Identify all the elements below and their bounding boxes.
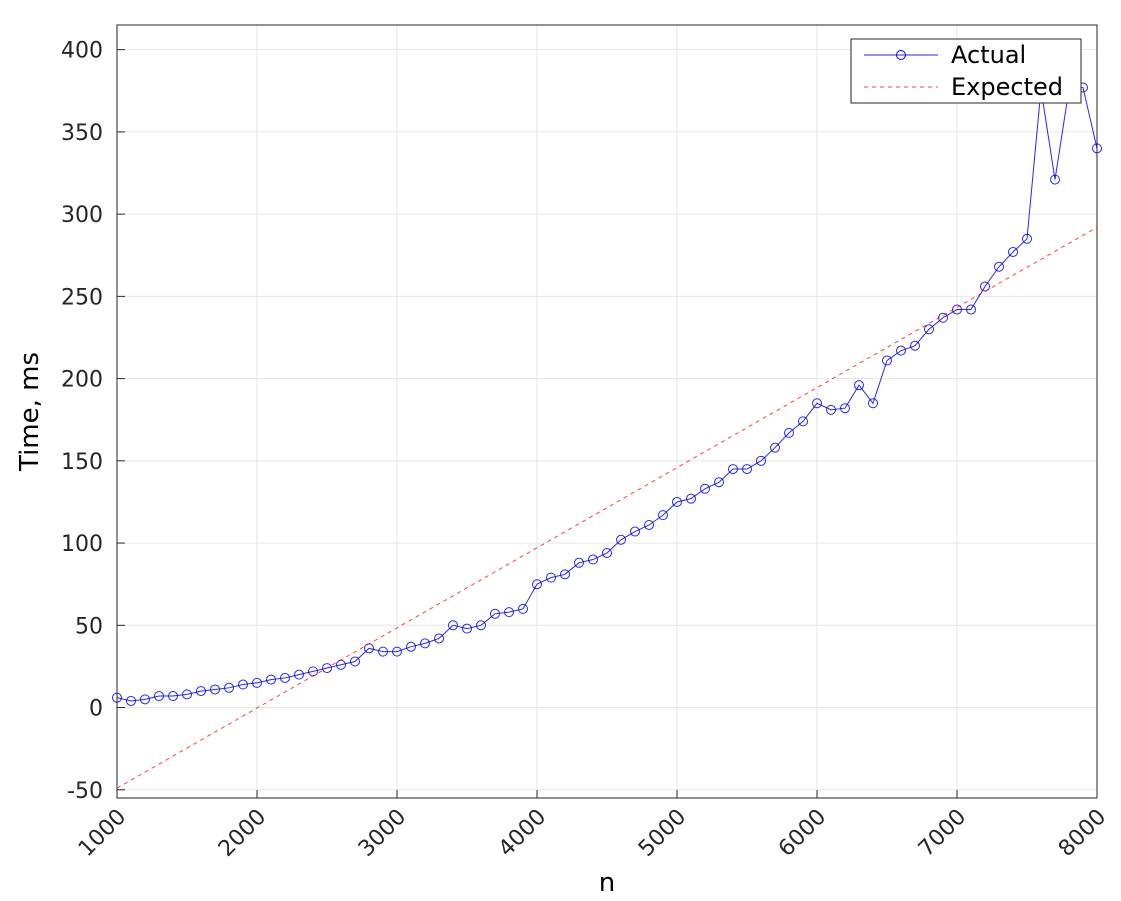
data-point-actual xyxy=(168,691,178,702)
data-point-actual xyxy=(994,261,1004,272)
data-point-actual xyxy=(616,534,626,545)
y-tick-label: 50 xyxy=(75,614,103,639)
data-point-actual xyxy=(546,572,556,583)
y-tick-label: 400 xyxy=(61,39,103,64)
data-point-actual xyxy=(196,686,206,697)
data-point-actual xyxy=(322,663,332,674)
data-point-actual xyxy=(238,679,248,690)
data-point-actual xyxy=(868,398,878,409)
data-point-actual xyxy=(756,455,766,466)
y-axis-title: Time, ms xyxy=(15,352,45,472)
data-point-actual xyxy=(532,579,542,590)
data-point-actual xyxy=(714,477,724,488)
y-tick-label: 250 xyxy=(61,285,103,310)
data-point-actual xyxy=(574,557,584,568)
legend-label-expected: Expected xyxy=(951,73,1063,101)
data-point-actual xyxy=(490,608,500,619)
legend-label-actual: Actual xyxy=(951,41,1026,69)
data-point-actual xyxy=(896,345,906,356)
y-tick-label: -50 xyxy=(67,779,103,804)
data-point-actual xyxy=(266,674,276,685)
y-tick-label: 350 xyxy=(61,121,103,146)
data-point-actual xyxy=(448,620,458,631)
x-axis-title: n xyxy=(599,868,615,898)
data-point-actual xyxy=(588,554,598,565)
data-point-actual xyxy=(826,404,836,415)
data-point-actual xyxy=(742,464,752,475)
y-tick-label: 0 xyxy=(89,697,103,722)
y-tick-label: 200 xyxy=(61,368,103,393)
y-tick-label: 100 xyxy=(61,532,103,557)
data-point-actual xyxy=(210,684,220,695)
y-tick-label: 150 xyxy=(61,450,103,475)
data-point-actual xyxy=(378,646,388,657)
data-point-actual xyxy=(910,340,920,351)
data-point-actual xyxy=(1092,143,1102,154)
data-point-actual xyxy=(140,694,150,705)
data-point-actual xyxy=(420,638,430,649)
data-point-actual xyxy=(770,442,780,453)
data-point-actual xyxy=(1022,233,1032,244)
legend-marker-actual xyxy=(896,50,906,60)
data-point-actual xyxy=(728,464,738,475)
data-point-actual xyxy=(434,633,444,644)
data-point-actual xyxy=(182,689,192,700)
plot-area-frame xyxy=(116,24,1098,799)
data-point-actual xyxy=(112,692,122,703)
data-point-actual xyxy=(882,355,892,366)
data-point-actual xyxy=(602,547,612,558)
data-point-actual xyxy=(462,623,472,634)
grid xyxy=(116,25,1098,798)
legend-box xyxy=(850,38,1082,104)
data-point-actual xyxy=(126,695,136,706)
data-point-actual xyxy=(840,403,850,414)
data-point-actual xyxy=(224,682,234,693)
data-point-actual xyxy=(476,620,486,631)
data-point-actual xyxy=(672,496,682,507)
data-point-actual xyxy=(812,398,822,409)
data-point-actual xyxy=(406,641,416,652)
data-point-actual xyxy=(966,304,976,315)
data-point-actual xyxy=(1050,174,1060,185)
legend: Actual Expected xyxy=(850,38,1082,104)
data-point-actual xyxy=(252,677,262,688)
data-point-actual xyxy=(686,493,696,504)
data-point-actual xyxy=(294,669,304,680)
data-point-actual xyxy=(504,607,514,618)
data-point-actual xyxy=(854,380,864,391)
data-point-actual xyxy=(924,324,934,335)
data-point-actual xyxy=(658,510,668,521)
data-point-actual xyxy=(154,691,164,702)
series xyxy=(112,82,1102,789)
data-point-actual xyxy=(700,483,710,494)
data-point-actual xyxy=(560,569,570,580)
data-point-actual xyxy=(630,526,640,537)
data-point-actual xyxy=(518,603,528,614)
data-point-actual xyxy=(1008,246,1018,257)
data-point-actual xyxy=(392,646,402,657)
data-point-actual xyxy=(644,519,654,530)
y-tick-label: 300 xyxy=(61,203,103,228)
data-point-actual xyxy=(784,427,794,438)
data-point-actual xyxy=(798,416,808,427)
data-point-actual xyxy=(280,672,290,683)
data-point-actual xyxy=(350,656,360,667)
